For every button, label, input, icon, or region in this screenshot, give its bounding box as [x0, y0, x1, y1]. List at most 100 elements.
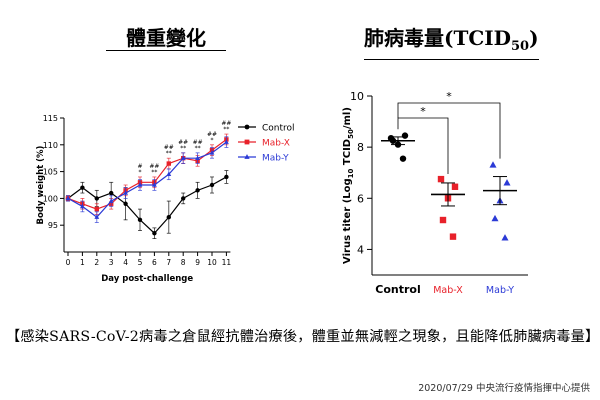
data-point-mab-y	[180, 155, 186, 160]
y-tick-label: 110	[43, 141, 58, 150]
data-point-maby	[503, 179, 511, 186]
credit-text: 2020/07/29 中央流行疫情指揮中心提供	[418, 383, 590, 394]
legend-label-mab-x: Mab-X	[262, 139, 290, 149]
data-point-mab-y	[137, 182, 143, 187]
y-tick-label: 100	[43, 194, 58, 203]
data-point-control	[109, 190, 114, 196]
x-tick-label: 10	[207, 258, 217, 267]
y-axis-title-part-b: TCID	[342, 139, 353, 169]
x-tick-label: 7	[166, 258, 171, 267]
data-point-maby	[489, 161, 497, 168]
right-title-main: 肺病毒量(TCID	[364, 26, 511, 50]
data-point-mab-y	[79, 203, 85, 209]
right-title: 肺病毒量(TCID50)	[364, 26, 539, 60]
data-point-mab-y	[223, 139, 229, 144]
significance-star: *	[211, 137, 214, 144]
x-tick-label-mabx: Mab-X	[433, 285, 463, 296]
legend-label-mab-y: Mab-Y	[262, 154, 289, 164]
significance-bracket	[397, 117, 449, 174]
data-point-mab-y	[151, 182, 157, 187]
data-point-control	[224, 174, 229, 180]
x-tick-label: 5	[138, 258, 143, 267]
right-title-subscript: 50	[510, 39, 530, 54]
x-tick-label: 2	[94, 258, 99, 267]
body-weight-chart: 95 100 105 110 115 0 1 2 3 4 5 6 7 8 9 10 11 Day post-cha…	[36, 114, 295, 284]
significance-bracket	[397, 102, 501, 159]
data-point-mabx	[449, 233, 457, 240]
y-axis-title: Virus titer (Log10 TCID50/ml)	[342, 107, 355, 264]
y-axis-title-part-a: Virus titer (Log	[342, 178, 353, 264]
significance-hash: #	[137, 163, 142, 170]
data-point-maby	[501, 234, 509, 241]
legend-marker-mab-y	[244, 154, 250, 159]
x-tick-label: 11	[222, 258, 232, 267]
significance-star: **	[195, 145, 201, 152]
data-point-control	[399, 155, 407, 162]
y-axis-title: Body weight (%)	[36, 145, 46, 224]
y-tick-label: 10	[350, 90, 364, 103]
y-tick-label: 4	[357, 243, 364, 256]
data-point-mab-y	[94, 214, 100, 219]
significance-hash: ##	[178, 139, 188, 146]
data-point-mab-y	[65, 195, 71, 201]
data-point-control	[195, 188, 200, 193]
data-point-mab-y	[123, 190, 129, 195]
significance-star: *	[420, 105, 426, 118]
data-point-mab-y	[209, 150, 215, 155]
data-point-mabx	[437, 175, 445, 183]
y-tick-label: 95	[48, 221, 58, 230]
data-point-mab-x	[166, 161, 171, 166]
x-tick-label: 3	[109, 258, 114, 267]
significance-hash: ##	[149, 163, 159, 170]
y-tick-label: 115	[43, 114, 58, 123]
y-axis-title-part-c: /ml)	[342, 107, 353, 129]
data-point-mabx	[451, 183, 459, 190]
significance-star: **	[180, 145, 186, 152]
legend-marker-control	[244, 124, 250, 130]
data-point-control	[209, 182, 215, 188]
caption: 【感染SARS-CoV-2病毒之倉鼠經抗體治療後，體重並無減輕之現象，且能降低肺…	[6, 329, 600, 345]
series-line-mab-x	[67, 138, 227, 210]
data-point-mab-y	[166, 171, 172, 177]
significance-hash: ##	[193, 139, 203, 146]
y-axis-title-part-sub2: 50	[347, 129, 355, 139]
data-point-control	[94, 196, 100, 201]
data-point-mab-x	[94, 206, 99, 212]
right-title-end: )	[529, 26, 539, 50]
data-point-control	[123, 201, 128, 206]
x-tick-label: 8	[181, 258, 186, 267]
significance-hash: ##	[221, 120, 231, 127]
series-line-control	[67, 176, 227, 235]
data-point-maby	[491, 214, 499, 222]
x-tick-label-control: Control	[375, 283, 420, 296]
x-tick-label: 1	[80, 258, 85, 267]
significance-star: **	[151, 169, 157, 176]
y-axis-title-part-sub1: 10	[347, 168, 355, 178]
left-title: 體重變化	[106, 26, 226, 51]
data-point-control	[401, 132, 409, 139]
data-point-mab-y	[195, 155, 201, 160]
significance-star: *	[446, 90, 452, 103]
x-tick-label: 9	[195, 258, 200, 267]
x-tick-label: 4	[123, 258, 128, 267]
y-tick-label: 105	[43, 168, 58, 177]
legend-label-control: Control	[262, 124, 295, 134]
legend-marker-mab-x	[244, 139, 250, 145]
x-tick-label-maby: Mab-Y	[486, 285, 514, 296]
significance-star: **	[223, 126, 229, 133]
data-point-control	[137, 217, 143, 223]
data-point-control	[181, 196, 186, 201]
significance-star: **	[166, 150, 172, 157]
significance-hash: ##	[164, 144, 174, 151]
series-line-mab-y	[67, 141, 227, 218]
y-tick-label: 8	[357, 141, 364, 154]
data-point-control	[152, 231, 157, 236]
significance-star: *	[139, 169, 142, 176]
y-tick-label: 6	[357, 192, 364, 205]
x-tick-label: 0	[66, 258, 71, 267]
data-point-control	[80, 185, 85, 190]
x-tick-label: 6	[152, 258, 157, 267]
data-point-mab-y	[108, 198, 114, 203]
data-point-mabx	[439, 216, 447, 224]
